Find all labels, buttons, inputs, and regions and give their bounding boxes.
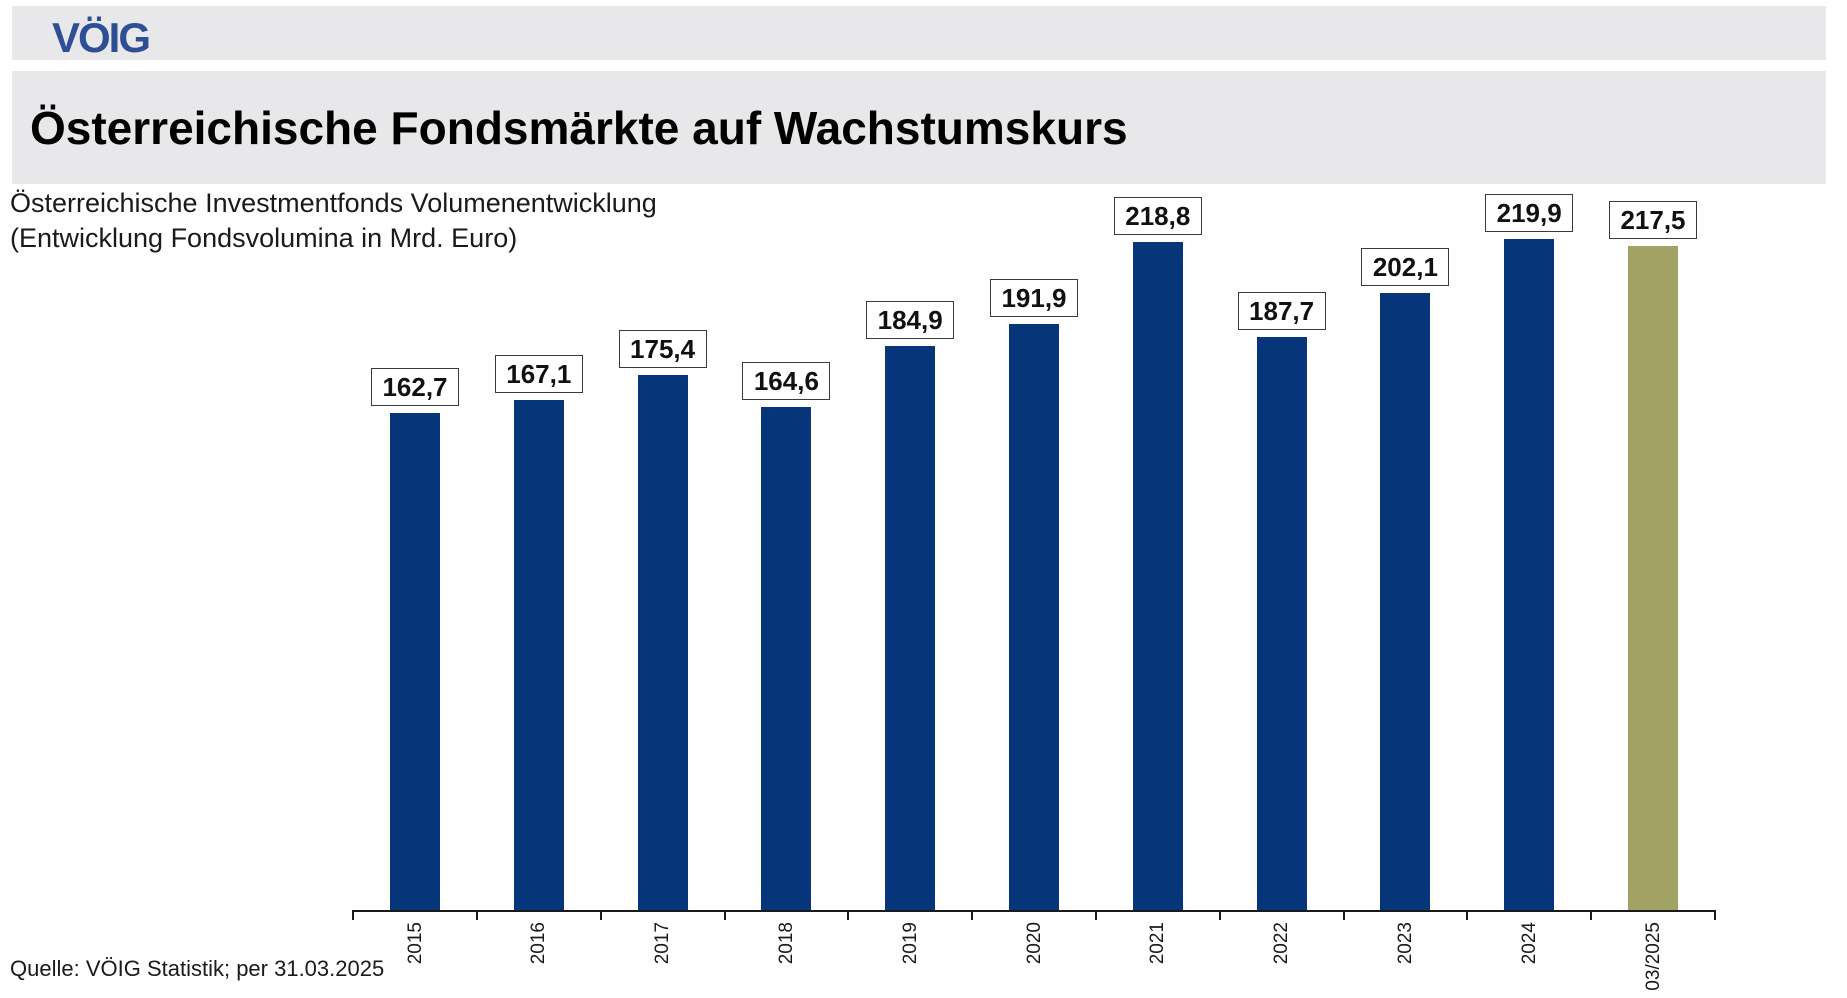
axis-tick: [1218, 910, 1221, 920]
axis-tick: [1342, 910, 1345, 920]
bar: [1504, 239, 1555, 910]
bar: [1132, 242, 1183, 910]
chart-subtitle-line1: Österreichische Investmentfonds Volumene…: [10, 188, 657, 218]
bar-value-label: 202,1: [1361, 248, 1450, 286]
x-axis: [353, 910, 1715, 912]
axis-tick: [599, 910, 602, 920]
bar-value-label: 187,7: [1237, 292, 1326, 330]
bar: [513, 400, 564, 910]
x-axis-label: 03/2025: [1642, 922, 1664, 991]
bar: [1628, 246, 1678, 910]
axis-tick: [1590, 910, 1593, 920]
axis-tick: [1094, 910, 1097, 920]
axis-tick: [723, 910, 726, 920]
x-axis-label: 2017: [652, 922, 674, 965]
axis-tick: [971, 910, 974, 920]
x-axis-label: 2018: [775, 922, 797, 965]
bar: [637, 375, 688, 910]
bar: [390, 413, 440, 910]
axis-tick: [475, 910, 478, 920]
bar-value-label: 218,8: [1113, 197, 1202, 235]
source-note: Quelle: VÖIG Statistik; per 31.03.2025: [10, 956, 385, 981]
x-axis-label: 2021: [1147, 922, 1169, 965]
x-axis-label: 2024: [1518, 922, 1540, 965]
bar-value-label: 175,4: [618, 330, 707, 368]
bar-value-label: 162,7: [371, 368, 459, 406]
bar: [1009, 324, 1059, 910]
x-axis-label: 2015: [404, 922, 426, 965]
chart-subtitle-line2: (Entwicklung Fondsvolumina in Mrd. Euro): [10, 223, 518, 253]
bar-value-label: 217,5: [1609, 201, 1697, 239]
bar-value-label: 164,6: [742, 362, 831, 400]
bar: [1380, 293, 1431, 910]
x-axis-label: 2023: [1394, 922, 1416, 965]
bar: [1256, 337, 1307, 910]
voeig-logo: VÖIG: [52, 14, 151, 61]
axis-tick: [1713, 910, 1716, 920]
axis-tick: [352, 910, 355, 920]
bar: [761, 407, 812, 910]
bar: [885, 346, 936, 910]
page-title: Österreichische Fondsmärkte auf Wachstum…: [30, 101, 1128, 154]
bar-value-label: 191,9: [990, 279, 1078, 317]
bar-value-label: 167,1: [494, 355, 583, 393]
bar-value-label: 184,9: [866, 301, 955, 339]
bar-value-label: 219,9: [1485, 194, 1574, 232]
chart-subtitle: Österreichische Investmentfonds Volumene…: [10, 186, 657, 256]
x-axis-label: 2016: [528, 922, 550, 965]
axis-tick: [1466, 910, 1469, 920]
title-band: Österreichische Fondsmärkte auf Wachstum…: [12, 71, 1826, 184]
x-axis-label: 2019: [899, 922, 921, 965]
axis-tick: [847, 910, 850, 920]
x-axis-label: 2020: [1023, 922, 1045, 965]
logo-band: VÖIG: [12, 6, 1826, 61]
x-axis-label: 2022: [1271, 922, 1293, 965]
